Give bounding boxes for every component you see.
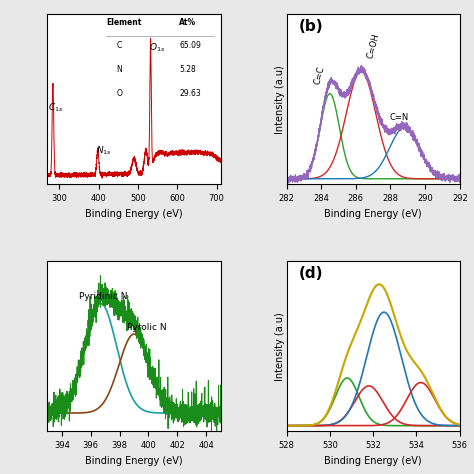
Text: C=C: C=C (313, 65, 326, 86)
Text: C$_{1s}$: C$_{1s}$ (48, 102, 64, 114)
X-axis label: Binding Energy (eV): Binding Energy (eV) (324, 209, 422, 219)
Y-axis label: Intensity (a.u): Intensity (a.u) (275, 312, 285, 381)
Text: C: C (117, 41, 122, 50)
Text: O$_{1s}$: O$_{1s}$ (149, 41, 165, 54)
X-axis label: Binding Energy (eV): Binding Energy (eV) (324, 456, 422, 465)
Text: C=N: C=N (390, 113, 409, 122)
Text: N$_{1s}$: N$_{1s}$ (96, 145, 112, 157)
Text: 5.28: 5.28 (179, 65, 196, 74)
Text: Pyrolic N: Pyrolic N (127, 323, 166, 332)
Text: 65.09: 65.09 (179, 41, 201, 50)
Text: (b): (b) (299, 19, 323, 34)
Text: At%: At% (179, 18, 196, 27)
X-axis label: Binding Energy (eV): Binding Energy (eV) (85, 456, 183, 465)
X-axis label: Binding Energy (eV): Binding Energy (eV) (85, 209, 183, 219)
Y-axis label: Intensity (a.u): Intensity (a.u) (275, 65, 285, 134)
Text: Pyridinic N: Pyridinic N (79, 292, 128, 301)
Text: C=OH: C=OH (365, 32, 381, 60)
Text: (d): (d) (299, 266, 323, 281)
Text: N: N (117, 65, 122, 74)
Text: 29.63: 29.63 (179, 89, 201, 98)
Text: Element: Element (106, 18, 142, 27)
Text: O: O (117, 89, 123, 98)
